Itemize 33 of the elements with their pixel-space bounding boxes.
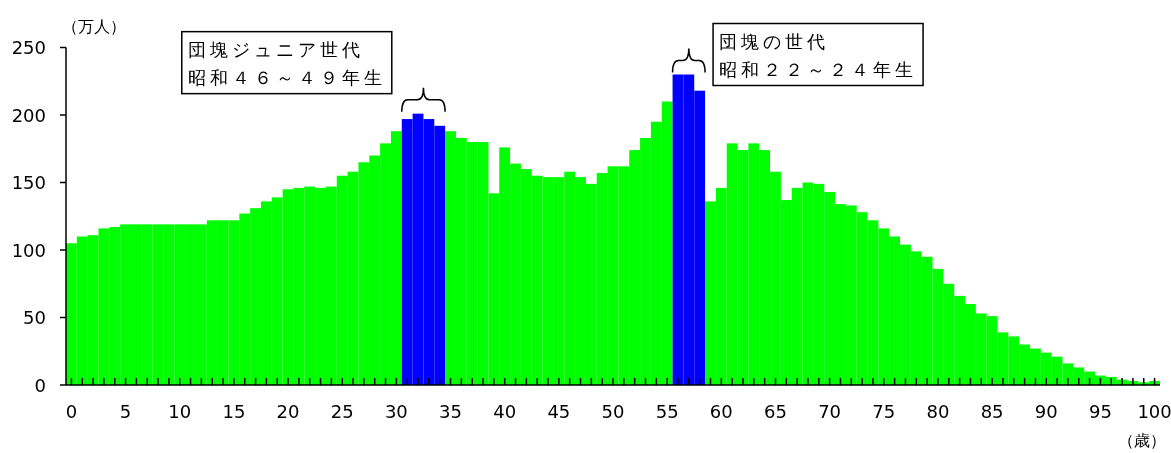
x-tick-label: 100 [1137,401,1171,422]
y-tick-label: 250 [11,37,46,58]
x-tick-label: 40 [493,401,517,422]
annotation: 団塊ジュニア世代 [187,38,364,60]
x-tick-label: 15 [222,401,246,422]
x-tick-label: 60 [709,401,733,422]
annotation: 昭和４６～４９年生 [187,66,386,88]
annotation: 昭和２２～２４年生 [719,58,918,80]
y-axis-title: （万人） [62,17,126,36]
x-tick-label: 65 [764,401,787,422]
y-tick-label: 150 [11,172,46,193]
x-tick-label: 45 [547,401,571,422]
x-tick-label: 80 [926,401,950,422]
x-tick-label: 55 [655,401,679,422]
x-tick-label: 20 [276,401,300,422]
x-tick-label: 50 [601,401,625,422]
x-axis-title: （歳） [1118,431,1166,450]
y-tick-label: 0 [34,374,46,396]
x-tick-label: 25 [330,401,354,422]
x-tick-label: 0 [65,401,78,422]
x-tick-label: 90 [1034,401,1058,422]
x-tick-label: 95 [1088,401,1112,422]
x-tick-label: 70 [818,401,842,422]
x-tick-label: 30 [384,401,408,422]
annotation: 団塊の世代 [719,30,830,52]
x-tick-label: 85 [980,401,1004,422]
x-tick-label: 5 [119,401,132,422]
y-tick-label: 100 [11,239,46,261]
x-tick-label: 10 [168,401,192,422]
x-tick-label: 35 [439,401,462,422]
y-tick-label: 50 [23,307,46,328]
y-tick-label: 200 [11,104,46,126]
x-tick-label: 75 [872,401,896,422]
